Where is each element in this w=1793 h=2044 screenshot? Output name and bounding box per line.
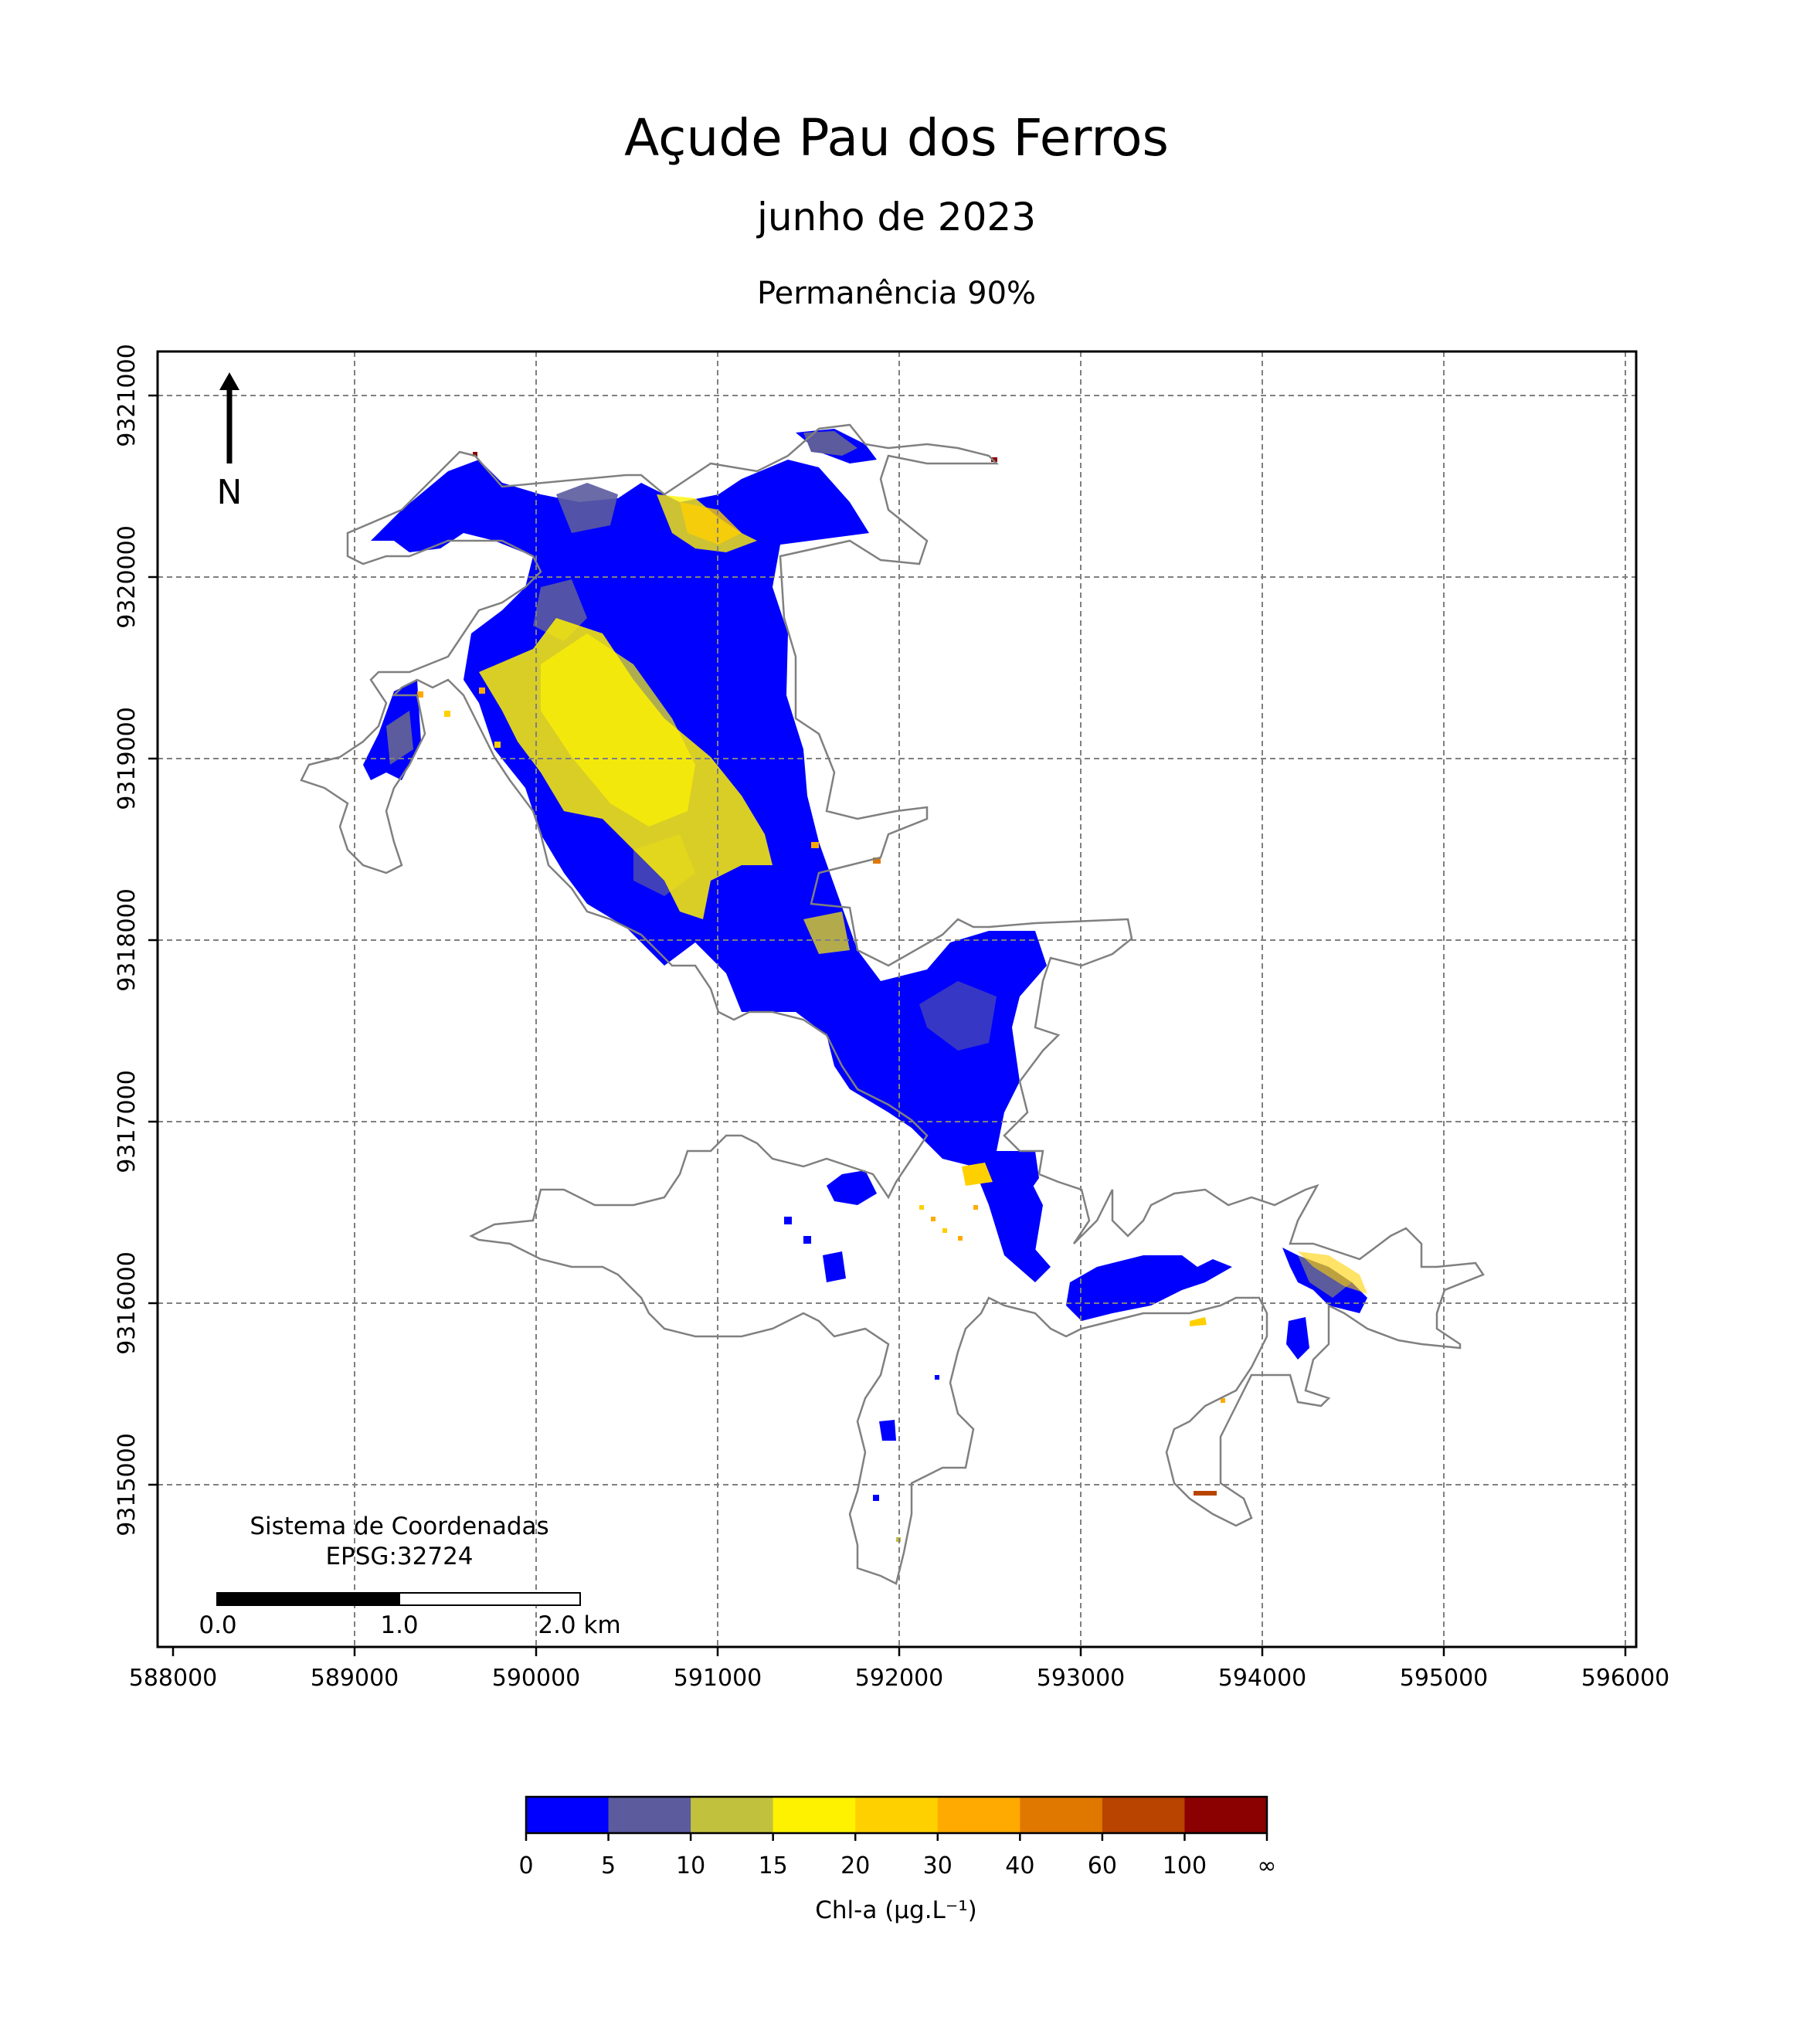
x-tick-label: 595000	[1400, 1665, 1489, 1692]
colorbar-segment	[1184, 1797, 1268, 1833]
x-tick-label: 596000	[1581, 1665, 1670, 1692]
x-tick-label: 593000	[1037, 1665, 1126, 1692]
map-title: Açude Pau dos Ferros	[624, 108, 1169, 168]
x-tick-label: 588000	[129, 1665, 218, 1692]
y-tick-label: 9321000	[114, 344, 141, 447]
axes-frame	[156, 350, 1638, 1648]
colorbar-tick-label: 15	[759, 1852, 788, 1879]
colorbar-tick-label: 40	[1005, 1852, 1034, 1879]
colorbar-segment	[773, 1797, 856, 1833]
crs-line-1: Sistema de Coordenadas	[250, 1513, 548, 1540]
x-tick-label: 589000	[311, 1665, 399, 1692]
scale-bar	[216, 1592, 581, 1606]
reservoir-water-gold	[680, 502, 1367, 1326]
y-tick-label: 9318000	[114, 888, 141, 992]
shoreline	[300, 423, 1485, 1585]
map-subsubtitle: Permanência 90%	[756, 276, 1037, 311]
colorbar-segment	[691, 1797, 774, 1833]
colorbar-tick-label: 30	[923, 1852, 953, 1879]
colorbar-tick-label: 100	[1163, 1852, 1207, 1879]
colorbar-tick-label: ∞	[1258, 1852, 1277, 1879]
y-tick-label: 9315000	[114, 1433, 141, 1536]
x-tick-label: 592000	[855, 1665, 944, 1692]
map-subtitle: junho de 2023	[756, 195, 1037, 239]
x-tick-label: 591000	[674, 1665, 762, 1692]
colorbar-tick-label: 0	[518, 1852, 533, 1879]
y-tick-label: 9319000	[114, 707, 141, 810]
colorbar-segment	[608, 1797, 691, 1833]
north-arrow-icon	[219, 372, 239, 463]
crs-line-2: EPSG:32724	[325, 1543, 473, 1570]
colorbar-segment	[526, 1797, 610, 1833]
scale-bar-label-0: 0.0	[199, 1611, 236, 1639]
colorbar-segment	[855, 1797, 939, 1833]
colorbar-tick-label: 60	[1088, 1852, 1117, 1879]
y-tick-label: 9320000	[114, 525, 141, 629]
y-axis-ticks: 9321000 9320000 9319000 9318000 9317000 93160…	[114, 344, 158, 1536]
colorbar-segment	[1020, 1797, 1103, 1833]
map-area	[158, 351, 1636, 1647]
reservoir-water-speckles	[417, 452, 1225, 1542]
x-tick-label: 594000	[1218, 1665, 1307, 1692]
colorbar-tick-label: 20	[840, 1852, 870, 1879]
colorbar-label: Chl-a (μg.L⁻¹)	[815, 1896, 976, 1924]
x-axis-ticks: 588000 589000 590000 591000 592000 593000 5940…	[129, 1647, 1670, 1692]
north-label: N	[217, 473, 243, 512]
scale-bar-label-1: 1.0	[380, 1611, 418, 1639]
x-tick-label: 590000	[492, 1665, 581, 1692]
reservoir-water-low	[363, 429, 1367, 1441]
colorbar: 0 5 10 15 20 30 40 60 100 ∞	[518, 1795, 1277, 1879]
scale-bar-label-2: 2.0 km	[538, 1611, 620, 1639]
colorbar-tick-label: 5	[601, 1852, 616, 1879]
colorbar-tick-label: 10	[676, 1852, 705, 1879]
y-tick-label: 9317000	[114, 1070, 141, 1173]
y-tick-label: 9316000	[114, 1251, 141, 1355]
colorbar-segment	[937, 1797, 1020, 1833]
reservoir-water-mid	[386, 431, 1352, 1298]
colorbar-segment	[1102, 1797, 1185, 1833]
grid-lines	[158, 351, 1636, 1647]
